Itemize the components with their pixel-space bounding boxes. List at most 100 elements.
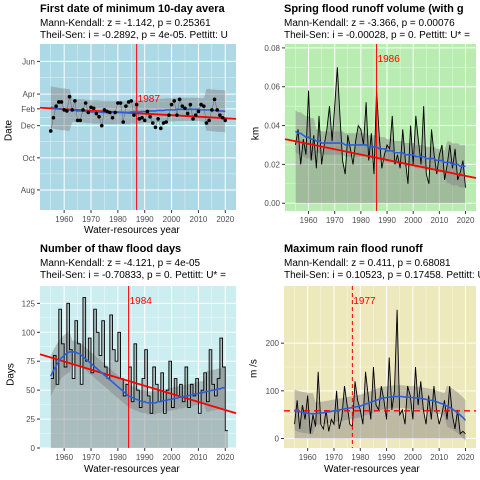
x-tick-label: 1990 [378, 453, 396, 462]
trend-line [284, 138, 477, 179]
y-axis-label: m /s [248, 359, 260, 378]
y-tick-label: Dec [21, 122, 35, 131]
data-point [140, 115, 144, 120]
data-point [48, 129, 53, 133]
data-point [183, 106, 187, 111]
y-tick-label: 0.08 [264, 44, 280, 53]
chart-subtitle-mk: Mann-Kendall: z = 0.411, p = 0.68081 [284, 258, 451, 269]
data-point [164, 120, 168, 124]
data-point [121, 120, 126, 124]
data-point [113, 110, 117, 115]
data-point [91, 106, 96, 111]
data-point [67, 94, 72, 99]
data-point [59, 100, 64, 104]
y-tick-label: Aug [21, 186, 35, 195]
data-point [70, 108, 75, 112]
y-tick-label: Jun [22, 57, 35, 66]
data-point [73, 99, 77, 103]
data-point [223, 118, 228, 123]
data-point [132, 113, 136, 117]
y-tick-label: 25 [26, 415, 35, 424]
chart-panel-1: First date of minimum 10-day avera Mann-… [0, 0, 240, 240]
loess-curve [50, 351, 226, 404]
chart-plot: 1977 1960 1970 1980 1990 2000 2010 2020 0 100 200 [266, 286, 476, 462]
data-point [51, 115, 56, 120]
y-tick-label: 0.00 [264, 199, 280, 208]
data-point [129, 99, 134, 103]
data-point [145, 109, 150, 114]
data-point [81, 108, 85, 112]
data-point [185, 111, 190, 116]
change-point-label: 1977 [353, 296, 376, 307]
data-point [75, 118, 80, 123]
x-tick-label: 1970 [82, 215, 100, 224]
data-point [169, 102, 174, 107]
grid [40, 44, 236, 210]
x-tick-label: 2000 [163, 215, 181, 224]
data-point [204, 121, 209, 125]
data-point [199, 102, 203, 107]
change-point-label: 1986 [378, 54, 401, 65]
x-tick-label: 2000 [163, 453, 181, 462]
data-point [177, 97, 182, 102]
data-point [142, 118, 147, 123]
x-tick-label: 1980 [351, 453, 369, 462]
y-tick-label: 200 [266, 339, 280, 348]
data-point [220, 115, 225, 120]
change-point-label: 1984 [130, 296, 153, 307]
chart-subtitle-mk: Mann-Kendall: z = -1.142, p = 0.25361 [40, 18, 211, 29]
grid [284, 286, 476, 448]
plot-background [285, 44, 476, 211]
x-tick-label: 2010 [190, 453, 208, 462]
data-point [108, 110, 112, 115]
data-point [94, 111, 99, 116]
x-tick-label: 2010 [430, 216, 448, 225]
plot-background [40, 44, 236, 210]
data-point [191, 117, 195, 121]
data-point [159, 126, 163, 131]
x-tick-label: 1960 [55, 215, 73, 224]
change-point-label: 1987 [138, 94, 161, 105]
data-point [212, 97, 217, 102]
data-point [150, 121, 155, 125]
data-point [124, 104, 128, 108]
data-point [86, 110, 91, 115]
data-point [193, 113, 198, 117]
chart-subtitle-mk: Mann-Kendall: z = -4.121, p = 4e-05 [40, 258, 201, 269]
y-tick-label: 75 [26, 357, 35, 366]
data-point [110, 115, 115, 120]
x-tick-label: 1990 [136, 453, 154, 462]
x-tick-label: 1980 [109, 215, 127, 224]
data-point [196, 109, 201, 114]
data-point [56, 100, 61, 104]
chart-subtitle-mk: Mann-Kendall: z = -3.366, p = 0.00076 [284, 18, 455, 29]
x-tick-label: 1990 [136, 215, 154, 224]
data-point [78, 118, 83, 123]
chart-panel-3: Number of thaw flood days Mann-Kendall: … [0, 240, 240, 480]
y-axis-label: km [250, 126, 262, 141]
chart-subtitle-ts: Theil-Sen: i = -0.00028, p = 0. Pettitt:… [284, 30, 470, 41]
x-tick-label: 2000 [404, 216, 422, 225]
data-point [167, 113, 171, 117]
y-tick-label: 0.04 [264, 122, 280, 131]
y-tick-label: Feb [21, 105, 35, 114]
x-tick-label: 1990 [378, 216, 396, 225]
chart-subtitle-ts: Theil-Sen: i = 0.10523, p = 0.17458. Pet… [284, 270, 480, 281]
loess-curve [294, 395, 467, 421]
x-tick-label: 1970 [326, 216, 344, 225]
chart-panel-4: Maximum rain flood runoff Mann-Kendall: … [240, 240, 480, 480]
data-point [102, 108, 107, 112]
data-series-line [50, 297, 228, 432]
x-axis-label: Water-resources year [84, 464, 180, 475]
data-point [188, 102, 193, 107]
data-area [50, 297, 228, 448]
data-point [210, 108, 214, 112]
x-tick-label: 2010 [430, 453, 448, 462]
chart-plot: 1986 1960 1970 1980 1990 2000 2010 2020 0.00 0.02… [264, 44, 477, 225]
data-point [218, 113, 222, 117]
data-point [156, 117, 160, 121]
data-point [175, 113, 179, 117]
x-tick-label: 2020 [457, 453, 475, 462]
data-series-line [294, 309, 466, 435]
y-tick-label: 50 [26, 386, 35, 395]
